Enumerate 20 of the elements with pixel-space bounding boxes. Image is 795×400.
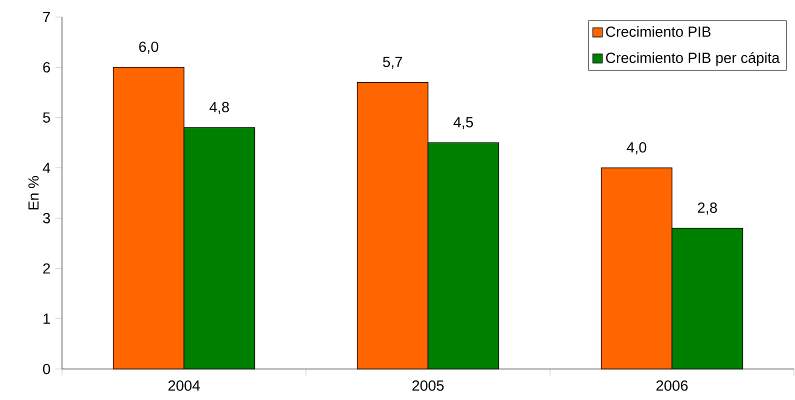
y-tick-label: 2: [43, 263, 50, 274]
data-label: 6,0: [139, 42, 158, 54]
y-tick-label: 6: [43, 62, 50, 72]
y-tick-label: 7: [43, 12, 50, 22]
data-label: 5,7: [383, 56, 402, 69]
y-axis-title: En %: [28, 176, 39, 210]
y-tick-label: 0: [43, 364, 50, 374]
legend-label: Crecimiento PIB: [606, 26, 710, 37]
data-label: 4,8: [210, 102, 229, 114]
x-tick-label: 2004: [168, 380, 200, 391]
y-tick-label: 3: [43, 212, 50, 224]
x-tick-label: 2005: [412, 380, 444, 391]
data-label: 2,8: [698, 202, 717, 215]
x-tick-label: 2006: [656, 380, 688, 391]
y-tick-label: 5: [43, 112, 50, 123]
legend-label: Crecimiento PIB per cápita: [606, 52, 780, 66]
data-label: 4,5: [454, 117, 473, 130]
y-tick-label: 1: [44, 314, 50, 324]
y-tick-label: 4: [42, 162, 50, 173]
data-label: 4,0: [626, 142, 646, 154]
